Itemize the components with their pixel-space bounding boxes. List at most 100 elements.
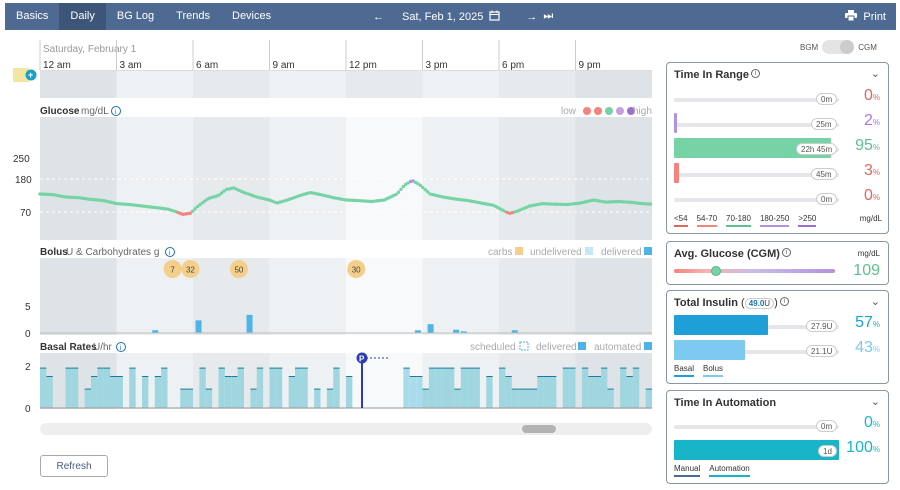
glucose-reading: [544, 202, 549, 206]
basal-bar: [505, 376, 512, 408]
bolus-info-icon[interactable]: i: [165, 247, 175, 258]
basal-bar: [40, 368, 47, 408]
tir-key: 180-250: [759, 214, 790, 227]
glucose-reading: [74, 195, 79, 200]
legend-carbs: carbs: [488, 247, 512, 258]
glucose-tick-180: 180: [15, 175, 32, 186]
tab-bg-log[interactable]: BG Log: [116, 10, 155, 22]
basal-bar: [180, 389, 187, 408]
basal-bar: [601, 368, 608, 408]
arrow-left-icon[interactable]: ←: [373, 10, 384, 23]
avg-info-icon[interactable]: i: [781, 248, 791, 257]
top-nav: Basics Daily BG Log Trends Devices ← Sat…: [5, 3, 896, 30]
glucose-reading: [619, 199, 624, 204]
tab-devices[interactable]: Devices: [232, 10, 272, 22]
bgm-cgm-switch[interactable]: [822, 40, 855, 54]
svg-text:i: i: [120, 345, 122, 352]
tir-row-track: [674, 98, 839, 102]
day-label: Saturday, February 1: [43, 44, 137, 55]
basal-bar: [161, 368, 168, 408]
legend-basal-delivered: delivered: [536, 342, 577, 353]
svg-text:i: i: [115, 109, 117, 116]
print-icon[interactable]: [845, 9, 858, 24]
basal-bar: [473, 368, 480, 408]
avg-glucose-marker: [711, 266, 721, 276]
insulin-info-icon[interactable]: i: [779, 297, 789, 306]
time-in-automation-card: Time In Automation ⌄ Manual Automation 0m…: [666, 390, 889, 484]
tir-row-percent: 2%: [863, 112, 880, 129]
carb-entry: [181, 260, 200, 278]
chevron-down-icon[interactable]: ⌄: [870, 396, 880, 408]
chevron-down-icon[interactable]: ⌄: [870, 296, 880, 308]
total-insulin-card: Total Insulin (49.0U) i ⌄ Basal Bolus 27.9…: [666, 290, 889, 384]
insulin-title: Total Insulin: [674, 297, 738, 309]
basal-bar: [403, 368, 410, 408]
tir-info-icon[interactable]: i: [750, 69, 760, 78]
glucose-reading: [193, 207, 197, 211]
insulin-key: Basal: [674, 364, 695, 377]
tab-trends[interactable]: Trends: [176, 10, 210, 22]
glucose-reading: [614, 199, 619, 204]
glucose-reading: [307, 191, 311, 195]
tir-row-percent: 95%: [855, 137, 880, 154]
glucose-reading: [198, 202, 202, 207]
tab-basics[interactable]: Basics: [16, 10, 49, 22]
tir-row-bar: [674, 138, 831, 158]
glucose-legend-low: low: [561, 106, 577, 117]
basal-bar: [110, 376, 117, 408]
basal-tick-0: 0: [25, 404, 31, 415]
insulin-row-bar: [674, 315, 769, 335]
tab-daily[interactable]: Daily: [59, 3, 106, 30]
add-note-icon[interactable]: +: [13, 68, 37, 82]
basal-bar: [562, 368, 570, 408]
automation-key: Manual: [674, 464, 701, 477]
glucose-reading: [125, 202, 129, 207]
glucose-title: Glucose: [40, 106, 80, 117]
calendar-icon[interactable]: [489, 10, 500, 24]
avg-glucose-value: 109: [853, 262, 880, 279]
basal-bar: [569, 368, 576, 408]
carb-entry: [347, 260, 366, 278]
glucose-reading: [64, 195, 69, 199]
tir-row-duration: 22h 45m: [796, 143, 838, 155]
glucose-reading: [200, 201, 205, 205]
avg-glucose-unit: mg/dL: [857, 249, 880, 258]
horizontal-scrollbar-thumb[interactable]: [522, 425, 556, 433]
glucose-reading: [219, 191, 224, 195]
basal-bar: [326, 389, 334, 408]
glucose-reading: [67, 195, 71, 199]
basal-info-icon[interactable]: i: [116, 342, 126, 353]
glucose-info-icon[interactable]: i: [111, 106, 121, 117]
hour-label: 12 pm: [349, 60, 377, 71]
pump-marker-label: P: [359, 355, 365, 364]
bolus-bar: [195, 320, 202, 333]
chevron-down-icon[interactable]: ⌄: [870, 68, 880, 80]
basal-bar: [441, 368, 448, 408]
glucose-legend-dot: [627, 107, 635, 115]
bolus-tick-5: 5: [25, 302, 31, 313]
pump-event-marker[interactable]: P: [356, 352, 391, 409]
glucose-reading: [559, 202, 563, 207]
bolus-bar: [152, 330, 159, 333]
skip-to-end-icon[interactable]: ⏭: [543, 10, 554, 22]
basal-bar: [301, 368, 308, 408]
horizontal-scrollbar-track[interactable]: [40, 423, 652, 435]
glucose-reading: [115, 201, 120, 206]
basal-bar: [645, 389, 652, 408]
arrow-right-icon[interactable]: →: [526, 10, 538, 23]
basal-bar: [511, 389, 519, 408]
basal-bar: [467, 368, 474, 408]
insulin-row-bar: [674, 340, 745, 360]
glucose-tick-70: 70: [20, 208, 32, 219]
basal-bar: [581, 368, 589, 408]
automation-row-bar: [674, 440, 839, 460]
tir-key: 70-180: [726, 214, 751, 227]
basal-bar: [71, 368, 79, 408]
carb-value: 50: [234, 266, 243, 275]
basal-bar: [231, 376, 238, 408]
basal-bar: [97, 368, 104, 408]
refresh-button[interactable]: Refresh: [40, 455, 108, 477]
tir-row-percent: 3%: [863, 162, 880, 179]
insulin-key: Bolus: [703, 364, 724, 377]
print-button[interactable]: Print: [863, 10, 886, 23]
